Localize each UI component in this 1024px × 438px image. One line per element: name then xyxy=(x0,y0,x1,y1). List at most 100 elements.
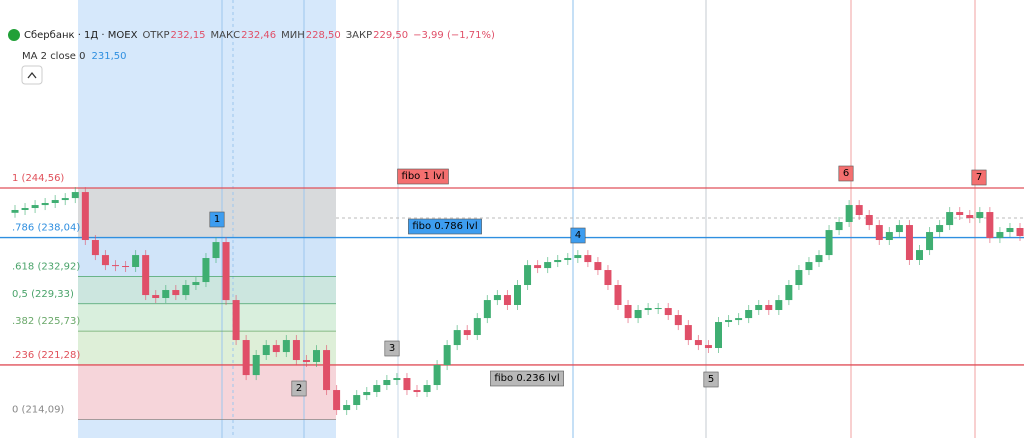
candle-body xyxy=(202,258,210,283)
candle-body xyxy=(91,240,99,256)
candle-body xyxy=(483,300,491,319)
candle-body xyxy=(112,265,119,267)
candle-body xyxy=(524,265,532,286)
candle-body xyxy=(835,222,843,231)
candle-body xyxy=(956,212,964,216)
candle-body xyxy=(212,242,220,259)
candle-body xyxy=(574,255,582,259)
candle-body xyxy=(534,265,542,269)
annotation-box xyxy=(703,371,719,388)
candle-body xyxy=(926,232,934,251)
candle-body xyxy=(292,340,300,361)
header-open-label: ОТКР xyxy=(142,30,169,41)
candle-body xyxy=(101,255,109,266)
candle-body xyxy=(433,365,441,386)
candle-body xyxy=(31,205,39,209)
indicator-name: MA 2 close 0 xyxy=(22,51,86,62)
vertical-lines xyxy=(221,0,1024,438)
annotation-box xyxy=(291,380,307,397)
candle-body xyxy=(865,215,873,226)
candle-body xyxy=(132,255,140,267)
collapse-icon xyxy=(27,71,37,79)
candle-body xyxy=(554,260,562,263)
candle-body xyxy=(192,282,200,286)
header-close: 229,50 xyxy=(373,30,408,41)
annotation-box xyxy=(384,340,400,357)
candle-body xyxy=(333,390,341,411)
annotation-text: 1 xyxy=(214,214,220,225)
candle-body xyxy=(503,295,511,305)
candle-body xyxy=(142,255,150,296)
fib-zone xyxy=(78,188,336,238)
annotation-text: 5 xyxy=(708,374,714,385)
candle-body xyxy=(272,345,280,353)
candle-body xyxy=(463,330,471,336)
candle-body xyxy=(282,340,290,353)
candle-body xyxy=(644,308,652,311)
candle-body xyxy=(172,290,180,296)
candle-body xyxy=(825,230,833,256)
header-symbol: Сбербанк · 1Д · MOEX xyxy=(24,30,138,41)
candle-body xyxy=(946,212,954,226)
candle-body xyxy=(694,340,702,346)
header-low-label: МИН xyxy=(281,30,305,41)
candle-body xyxy=(473,318,481,336)
candle-body xyxy=(343,405,351,411)
annotation-box xyxy=(397,168,449,185)
candle-body xyxy=(71,192,79,199)
candle-body xyxy=(363,392,371,396)
candle-body xyxy=(373,385,381,393)
candle-body xyxy=(262,345,270,356)
candle-body xyxy=(916,250,923,261)
candle-body xyxy=(735,318,743,321)
candle-body xyxy=(403,378,411,391)
legend-header: Сбербанк · 1Д · MOEX ОТКР 232,15 МАКС 232,46… xyxy=(8,29,495,85)
candle-body xyxy=(252,355,260,376)
candle-body xyxy=(514,285,521,305)
candle-body xyxy=(1006,228,1014,233)
annotation-box xyxy=(570,227,586,244)
candle-body xyxy=(232,300,240,341)
candle-body xyxy=(493,295,501,301)
candle-body xyxy=(765,304,773,311)
symbol-icon xyxy=(8,29,20,41)
candle-body xyxy=(614,285,622,305)
candle-body xyxy=(393,378,401,381)
candle-body xyxy=(785,285,793,301)
candle-body xyxy=(564,258,572,261)
candle-body xyxy=(413,390,421,393)
candle-body xyxy=(584,255,592,263)
candle-body xyxy=(1016,228,1024,236)
annotation-text: fibo 1 lvl xyxy=(402,171,445,182)
candle-body xyxy=(242,340,250,376)
annotation-text: 6 xyxy=(843,168,849,179)
fib-zone xyxy=(78,303,336,332)
candle-body xyxy=(704,345,712,349)
candle-body xyxy=(885,232,893,241)
candle-body xyxy=(654,308,662,310)
candle-body xyxy=(775,300,783,311)
annotation-text: 2 xyxy=(296,383,302,394)
candle-body xyxy=(41,203,49,206)
candle-body xyxy=(323,350,331,391)
annotation-box xyxy=(971,169,987,186)
annotation-box xyxy=(209,211,225,228)
candle-body xyxy=(634,310,642,319)
annotation-text: 7 xyxy=(976,172,982,183)
candle-body xyxy=(815,255,823,263)
header-high-label: МАКС xyxy=(211,30,241,41)
indicator-value: 231,50 xyxy=(92,51,127,62)
header-low: 228,50 xyxy=(306,30,341,41)
candle-body xyxy=(544,262,552,269)
annotation-box xyxy=(490,370,564,387)
candle-body xyxy=(674,315,682,326)
annotation-box xyxy=(838,165,854,182)
candle-body xyxy=(845,205,853,223)
candle-body xyxy=(855,205,863,216)
annotation-box xyxy=(408,218,482,235)
candle-body xyxy=(905,225,913,261)
candle-body xyxy=(664,308,672,316)
candle-body xyxy=(725,320,733,323)
fib-level-label: .236 (221,28) xyxy=(12,350,80,361)
annotation-text: fibo 0.236 lvl xyxy=(494,373,559,384)
